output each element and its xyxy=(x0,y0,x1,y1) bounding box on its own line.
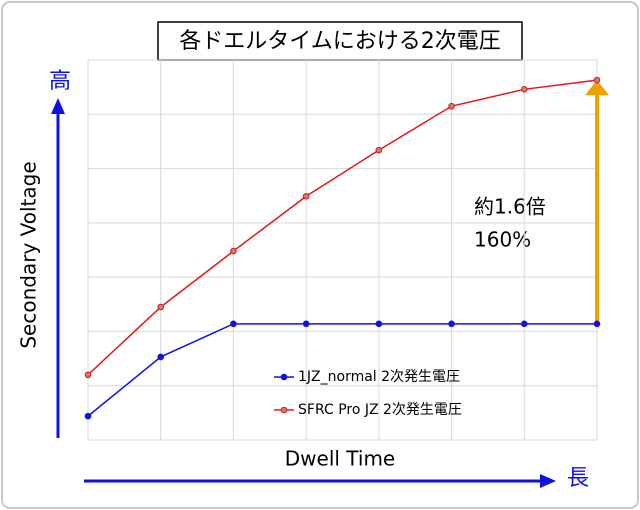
point xyxy=(302,192,310,200)
point xyxy=(520,320,528,328)
annotation: 約1.6倍 xyxy=(474,195,546,219)
x-arrow-label: 長 xyxy=(567,466,589,491)
chart-title: 各ドエルタイムにおける2次電圧 xyxy=(179,29,501,54)
point xyxy=(84,371,92,379)
y-arrow-label: 高 xyxy=(49,69,71,94)
annotation: 160% xyxy=(474,228,531,252)
point xyxy=(593,76,601,84)
point xyxy=(230,247,237,255)
point xyxy=(375,146,383,154)
point xyxy=(448,320,455,328)
series-line xyxy=(87,79,598,376)
series-line xyxy=(87,323,597,417)
x-axis-label: Dwell Time xyxy=(285,447,395,471)
point xyxy=(448,102,455,110)
legend-label: SFRC Pro JZ 2次発生電圧 xyxy=(298,402,462,418)
y-axis-label: Secondary Voltage xyxy=(17,161,41,348)
legend-label: 1JZ_normal 2次発生電圧 xyxy=(298,369,460,385)
title-box xyxy=(157,21,523,61)
point xyxy=(520,86,528,93)
point xyxy=(375,320,383,328)
point xyxy=(230,320,237,328)
y-arrow-head xyxy=(51,98,65,114)
legend-marker xyxy=(280,373,288,381)
point xyxy=(157,303,165,311)
point xyxy=(84,412,92,420)
point xyxy=(302,320,310,328)
x-arrow-head xyxy=(540,474,556,488)
point xyxy=(593,320,601,328)
point xyxy=(157,353,165,361)
legend-marker xyxy=(280,406,288,414)
difference-arrow-head xyxy=(585,80,609,96)
